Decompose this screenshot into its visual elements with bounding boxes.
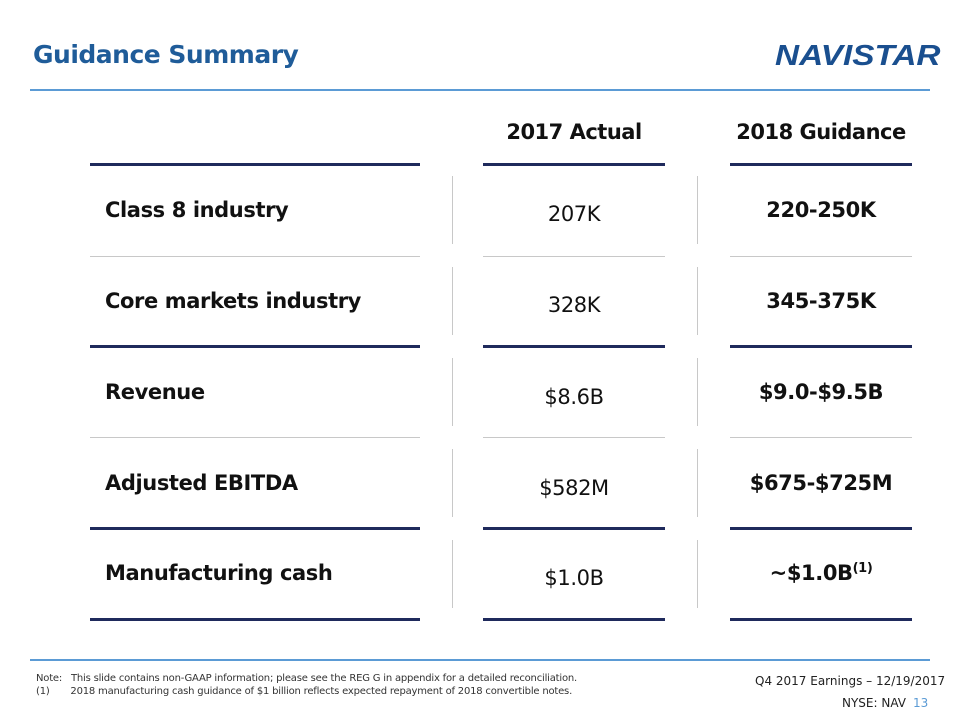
page-title: Guidance Summary — [33, 40, 299, 69]
ticker: NYSE: NAV — [842, 696, 906, 710]
actual-2017-value: 207K — [547, 202, 601, 226]
table-line — [90, 345, 420, 348]
footnote-text: (1) 2018 manufacturing cash guidance of … — [36, 686, 573, 697]
table-line — [90, 163, 420, 166]
column-divider — [697, 176, 698, 244]
table-line — [483, 437, 665, 438]
column-divider — [452, 358, 453, 426]
column-divider — [697, 267, 698, 335]
actual-2017-value: $582M — [539, 476, 609, 500]
table-line — [90, 256, 420, 257]
row-label: Manufacturing cash — [105, 561, 333, 585]
row-label: Class 8 industry — [105, 198, 289, 222]
table-line — [730, 437, 912, 438]
actual-2017-value: 328K — [547, 293, 601, 317]
table-line — [730, 527, 912, 530]
column-divider — [452, 267, 453, 335]
row-label: Core markets industry — [105, 289, 361, 313]
table-line — [730, 345, 912, 348]
header-rule — [30, 89, 930, 91]
table-line — [483, 618, 665, 621]
column-divider — [697, 358, 698, 426]
table-line — [730, 256, 912, 257]
table-line — [483, 256, 665, 257]
table-line — [730, 618, 912, 621]
column-divider — [452, 176, 453, 244]
guidance-2018-value: 220-250K — [766, 198, 876, 222]
column-divider — [697, 449, 698, 517]
table-line — [730, 163, 912, 166]
table-line — [90, 437, 420, 438]
column-header-2018: 2018 Guidance — [736, 120, 906, 144]
row-label: Adjusted EBITDA — [105, 471, 298, 495]
actual-2017-value: $1.0B — [544, 566, 604, 590]
column-header-2017: 2017 Actual — [506, 120, 642, 144]
guidance-2018-value: $9.0-$9.5B — [758, 380, 884, 404]
footnote-ref: (1) — [852, 561, 873, 576]
table-line — [90, 618, 420, 621]
guidance-2018-value: $675-$725M — [749, 471, 893, 495]
column-divider — [697, 540, 698, 608]
note-text: Note: This slide contains non-GAAP infor… — [36, 673, 577, 684]
row-label: Revenue — [105, 380, 205, 404]
guidance-2018-value: ~$1.0B — [769, 561, 853, 585]
footer-rule — [30, 659, 930, 661]
column-divider — [452, 449, 453, 517]
table-line — [483, 163, 665, 166]
actual-2017-value: $8.6B — [544, 385, 604, 409]
table-line — [483, 345, 665, 348]
event-date: Q4 2017 Earnings – 12/19/2017 — [755, 674, 946, 688]
page-number: 13 — [913, 696, 929, 710]
table-line — [90, 527, 420, 530]
navistar-logo: NAVISTAR — [775, 40, 941, 72]
guidance-2018-value: 345-375K — [766, 289, 876, 313]
column-divider — [452, 540, 453, 608]
table-line — [483, 527, 665, 530]
guidance-2018-cell: ~$1.0B(1) — [730, 561, 912, 585]
